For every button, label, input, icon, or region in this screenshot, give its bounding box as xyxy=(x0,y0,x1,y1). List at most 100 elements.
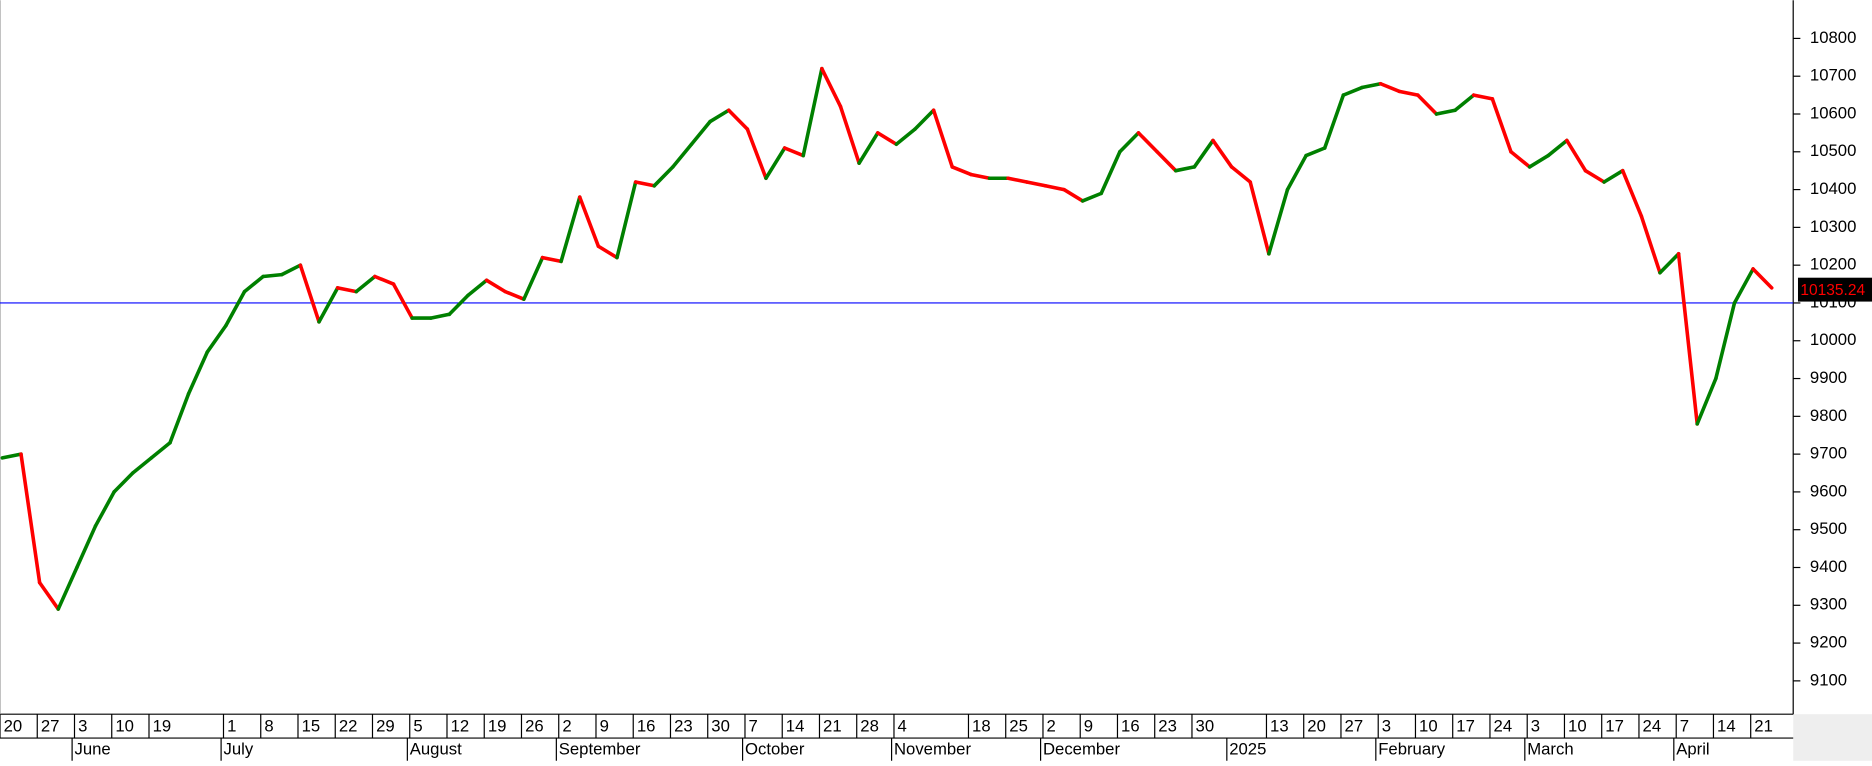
x-tick-label: 17 xyxy=(1605,717,1624,736)
line-segment xyxy=(1546,138,1569,158)
line-segment xyxy=(894,127,917,147)
line-segment xyxy=(1062,187,1085,203)
x-tick-label: 28 xyxy=(860,717,879,736)
month-label: March xyxy=(1527,739,1573,758)
line-segment xyxy=(1173,165,1197,173)
x-tick-label: 23 xyxy=(1158,717,1177,736)
x-tick-label: 16 xyxy=(1121,717,1140,736)
line-segment xyxy=(559,195,582,264)
x-tick-label: 25 xyxy=(1009,717,1028,736)
line-segment xyxy=(577,195,601,249)
line-segment xyxy=(428,312,452,320)
line-segment xyxy=(112,471,135,494)
line-segment xyxy=(838,104,861,165)
y-tick-label: 9200 xyxy=(1810,633,1847,652)
x-tick-label: 15 xyxy=(302,717,321,736)
x-tick-label: 3 xyxy=(78,717,87,736)
line-segment xyxy=(689,119,712,147)
x-tick-label: 12 xyxy=(451,717,470,736)
line-segment xyxy=(857,131,880,165)
x-tick-label: 14 xyxy=(786,717,805,736)
y-tick-label: 9400 xyxy=(1810,557,1847,576)
line-segment xyxy=(335,286,359,294)
line-segment xyxy=(596,244,619,260)
line-segment xyxy=(1024,180,1048,188)
month-label: November xyxy=(894,739,971,758)
line-segment xyxy=(1397,89,1420,97)
line-segment xyxy=(1118,131,1141,154)
y-tick-label: 9900 xyxy=(1810,368,1847,387)
month-label: 2025 xyxy=(1229,739,1266,758)
y-tick-label: 10000 xyxy=(1810,330,1856,349)
x-tick-label: 24 xyxy=(1494,717,1513,736)
month-label: April xyxy=(1676,739,1709,758)
line-segment xyxy=(1676,252,1700,426)
line-segment xyxy=(447,293,470,317)
line-segment xyxy=(1043,184,1066,192)
y-tick-label: 9600 xyxy=(1810,481,1847,500)
line-segment xyxy=(261,272,284,279)
line-segment xyxy=(1602,168,1625,184)
y-tick-label: 10200 xyxy=(1810,255,1856,274)
y-tick-label: 9100 xyxy=(1810,670,1847,689)
line-segment xyxy=(913,108,936,131)
line-segment xyxy=(950,165,973,177)
x-tick-label: 22 xyxy=(339,717,358,736)
line-segment xyxy=(615,180,638,260)
line-segment xyxy=(242,274,265,294)
line-segment xyxy=(93,490,116,528)
line-segment xyxy=(373,274,396,286)
line-segment xyxy=(1211,138,1234,169)
y-tick-label: 10300 xyxy=(1810,217,1856,236)
y-tick-label: 10500 xyxy=(1810,141,1856,160)
month-label: October xyxy=(745,739,805,758)
x-tick-label: 14 xyxy=(1717,717,1736,736)
line-segment xyxy=(1304,146,1327,158)
line-segment xyxy=(1471,93,1495,101)
month-label: July xyxy=(223,739,253,758)
last-value-tag xyxy=(1797,277,1872,302)
line-segment xyxy=(279,263,303,277)
x-tick-label: 10 xyxy=(1568,717,1587,736)
x-tick-label: 16 xyxy=(637,717,656,736)
line-segment xyxy=(745,127,768,181)
y-tick-label: 10700 xyxy=(1810,66,1856,85)
line-segment xyxy=(224,289,247,328)
corner xyxy=(1793,714,1872,761)
x-tick-label: 13 xyxy=(1270,717,1289,736)
line-segment xyxy=(1285,153,1308,192)
line-segment xyxy=(186,350,210,396)
y-tick-label: 10600 xyxy=(1810,103,1856,122)
line-segment xyxy=(1695,376,1718,426)
line-segment xyxy=(56,565,79,611)
line-segment xyxy=(1751,267,1774,290)
line-segment xyxy=(1490,97,1513,154)
line-segment xyxy=(149,440,172,460)
x-tick-label: 21 xyxy=(823,717,842,736)
y-tick-label: 10400 xyxy=(1810,179,1856,198)
month-label: February xyxy=(1378,739,1445,758)
line-segment xyxy=(1006,176,1029,184)
y-tick-label: 10800 xyxy=(1810,28,1856,47)
x-tick-label: 20 xyxy=(4,717,23,736)
line-segment xyxy=(391,282,414,320)
x-tick-label: 10 xyxy=(115,717,134,736)
line-segment xyxy=(1732,267,1755,305)
line-segment xyxy=(1378,81,1402,94)
line-segment xyxy=(298,263,321,324)
line-segment xyxy=(1416,93,1439,116)
x-tick-label: 9 xyxy=(600,717,609,736)
line-segment xyxy=(1155,150,1178,173)
line-segment xyxy=(652,165,675,188)
x-tick-label: 18 xyxy=(972,717,991,736)
line-segment xyxy=(1620,168,1644,218)
line-segment xyxy=(1267,187,1290,256)
x-tick-label: 17 xyxy=(1456,717,1475,736)
y-tick-label: 9300 xyxy=(1810,595,1847,614)
x-tick-label: 5 xyxy=(413,717,422,736)
line-segment xyxy=(1322,93,1346,150)
line-segment xyxy=(354,274,377,294)
x-tick-label: 27 xyxy=(1345,717,1364,736)
